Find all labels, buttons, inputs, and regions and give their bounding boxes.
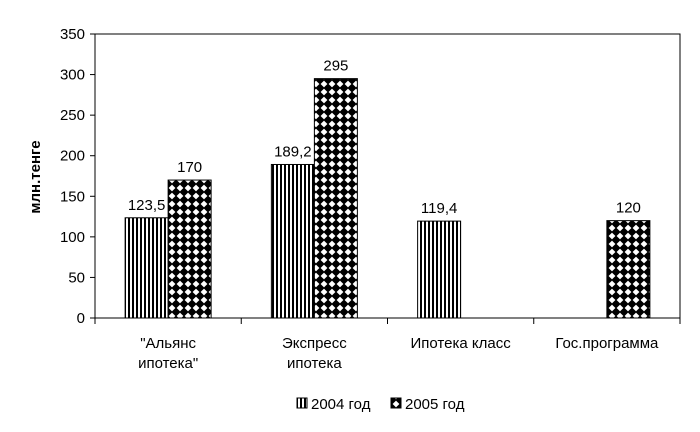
x-category-label: Ипотека класс: [411, 335, 512, 352]
legend: 2004 год 2005 год: [296, 396, 465, 413]
legend-swatch: [296, 397, 308, 409]
x-category-label: Гос.программа: [555, 335, 659, 352]
plot-area: 0 50 100 150 200 250 300 350 123,5 170 "Альянс ипот…: [60, 26, 681, 372]
y-tick-label: 250: [60, 107, 85, 124]
data-label: 120: [616, 200, 641, 217]
legend-label: 2005 год: [405, 396, 465, 413]
data-label: 119,4: [421, 200, 457, 217]
data-label: 170: [177, 159, 202, 176]
x-category-label: ипотека: [287, 355, 342, 372]
data-label: 295: [323, 58, 348, 75]
x-category-label: Экспресс: [282, 335, 347, 352]
y-tick-label: 150: [60, 188, 85, 205]
y-axis-label: млн.тенге: [27, 140, 44, 213]
data-label: 189,2: [274, 143, 312, 160]
data-label: 123,5: [128, 197, 166, 214]
bar: [313, 78, 358, 319]
x-category-label: "Альянс: [140, 335, 196, 352]
legend-label: 2004 год: [311, 396, 371, 413]
bar: [606, 220, 651, 319]
bar: [417, 220, 462, 319]
y-tick-label: 200: [60, 148, 85, 165]
bar: [124, 217, 169, 319]
legend-swatch: [390, 397, 402, 409]
y-tick-label: 0: [77, 310, 85, 327]
y-tick-label: 350: [60, 26, 85, 43]
y-tick-label: 100: [60, 229, 85, 246]
y-tick-label: 300: [60, 67, 85, 84]
bar: [270, 163, 315, 319]
bar: [167, 179, 212, 319]
y-tick-label: 50: [68, 269, 85, 286]
x-category-label: ипотека": [138, 355, 198, 372]
